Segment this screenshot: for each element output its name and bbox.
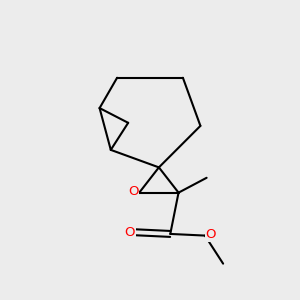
Text: O: O bbox=[128, 185, 139, 199]
Text: O: O bbox=[206, 228, 216, 242]
Text: O: O bbox=[124, 226, 135, 239]
